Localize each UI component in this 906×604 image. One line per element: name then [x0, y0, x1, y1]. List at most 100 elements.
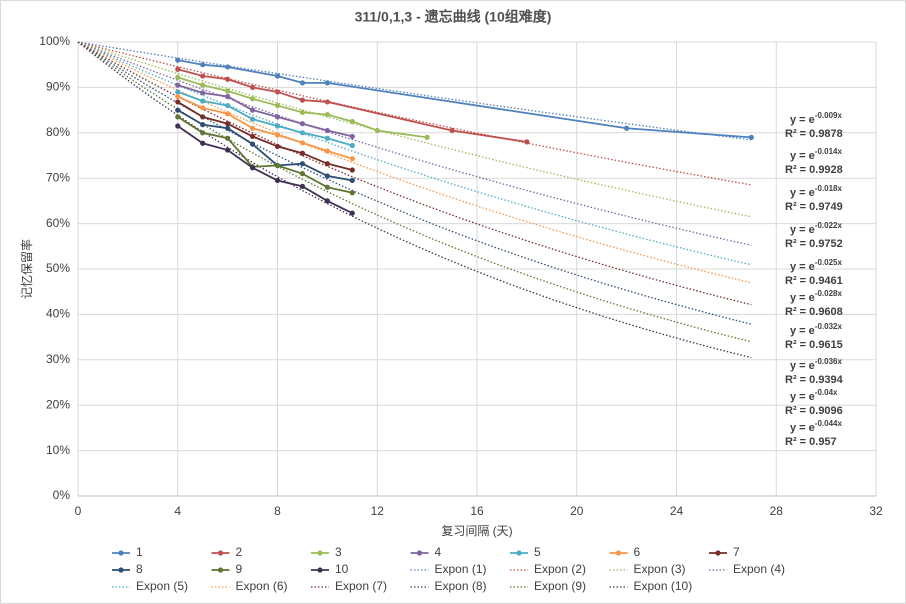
y-tick-label: 80% — [46, 125, 70, 139]
data-point — [175, 107, 181, 113]
equation-prefix: y = e — [790, 224, 815, 236]
legend-label: 1 — [136, 545, 143, 559]
data-point — [274, 114, 281, 120]
data-point — [299, 171, 306, 177]
data-point — [249, 116, 256, 122]
data-point — [249, 96, 256, 102]
data-point — [274, 73, 281, 79]
trend-r2: R² = 0.9928 — [785, 164, 843, 176]
data-point — [249, 84, 256, 90]
data-point — [274, 162, 281, 169]
data-point — [249, 165, 256, 171]
x-tick-label: 32 — [869, 504, 883, 518]
legend-label: 3 — [335, 545, 342, 559]
data-point — [274, 143, 281, 150]
series-line — [177, 125, 353, 214]
trend-equation: y = e-0.028x — [790, 289, 842, 304]
series-line — [177, 95, 353, 160]
data-point — [274, 123, 281, 129]
data-point — [274, 177, 281, 184]
trend-equation: y = e-0.025x — [790, 258, 842, 273]
data-point — [249, 141, 256, 147]
y-axis-title: 记忆保留率 — [19, 239, 34, 299]
series-line — [177, 101, 353, 171]
series-line — [177, 84, 353, 138]
chart-title: 311/0,1,3 - 遗忘曲线 (10组难度) — [355, 9, 552, 25]
y-tick-label: 40% — [46, 307, 70, 321]
legend-marker — [516, 550, 522, 556]
trendline — [77, 41, 752, 325]
trend-equation: y = e-0.044x — [790, 419, 842, 434]
data-point — [175, 57, 181, 63]
legend-marker — [118, 550, 124, 556]
data-point — [449, 127, 455, 134]
trend-equation: y = e-0.04x — [790, 388, 838, 403]
legend-label: 4 — [435, 545, 442, 559]
equation-prefix: y = e — [790, 325, 815, 337]
trend-equation: y = e-0.014x — [790, 147, 842, 162]
equation-exponent: -0.009x — [815, 111, 843, 120]
y-tick-label: 50% — [46, 261, 70, 275]
trendline — [77, 41, 752, 186]
equation-exponent: -0.028x — [815, 289, 843, 298]
data-point — [274, 102, 281, 109]
legend-marker — [217, 550, 224, 556]
data-point — [349, 210, 355, 216]
data-point — [225, 76, 231, 82]
data-point — [748, 134, 754, 140]
equation-prefix: y = e — [790, 422, 815, 434]
data-point — [299, 130, 306, 136]
y-tick-label: 30% — [46, 352, 70, 366]
legend-marker — [118, 567, 124, 573]
data-point — [349, 177, 355, 184]
y-tick-label: 60% — [46, 216, 70, 230]
data-point — [274, 89, 281, 95]
legend-label: Expon (5) — [136, 579, 188, 593]
trend-r2: R² = 0.9878 — [785, 128, 843, 140]
trend-equation: y = e-0.009x — [790, 111, 842, 126]
trendline — [77, 41, 752, 306]
series-line — [177, 76, 428, 139]
data-point — [274, 132, 281, 138]
equation-exponent: -0.014x — [815, 147, 843, 156]
data-point — [225, 135, 231, 141]
data-point — [200, 73, 206, 79]
data-point — [349, 167, 355, 173]
data-point — [524, 139, 530, 145]
data-point — [225, 125, 231, 131]
legend-label: Expon (3) — [634, 562, 686, 576]
trendline — [77, 41, 752, 218]
y-tick-label: 10% — [46, 443, 70, 457]
trend-equation: y = e-0.036x — [790, 357, 842, 372]
legend-label: 5 — [534, 545, 541, 559]
equation-prefix: y = e — [790, 150, 815, 162]
trend-r2: R² = 0.9749 — [785, 201, 843, 213]
data-point — [175, 74, 181, 81]
data-point — [349, 142, 355, 149]
trend-r2: R² = 0.9608 — [785, 306, 843, 318]
data-point — [324, 99, 330, 105]
trend-equation: y = e-0.022x — [790, 221, 842, 236]
x-tick-label: 28 — [770, 504, 784, 518]
trendline — [77, 41, 752, 246]
legend-marker — [317, 567, 323, 573]
data-point — [225, 88, 231, 94]
data-point — [225, 102, 231, 109]
data-point — [324, 148, 330, 154]
legend-label: 10 — [335, 562, 349, 576]
data-point — [175, 114, 181, 120]
data-point — [324, 161, 330, 167]
equation-prefix: y = e — [790, 261, 815, 273]
y-tick-label: 100% — [39, 34, 70, 48]
legend-label: 6 — [634, 545, 641, 559]
legend-label: Expon (1) — [435, 562, 487, 576]
data-point — [249, 107, 256, 113]
equation-prefix: y = e — [790, 187, 815, 199]
data-point — [225, 93, 231, 100]
trend-r2: R² = 0.9461 — [785, 275, 843, 287]
data-point — [324, 198, 330, 204]
data-point — [324, 184, 330, 190]
